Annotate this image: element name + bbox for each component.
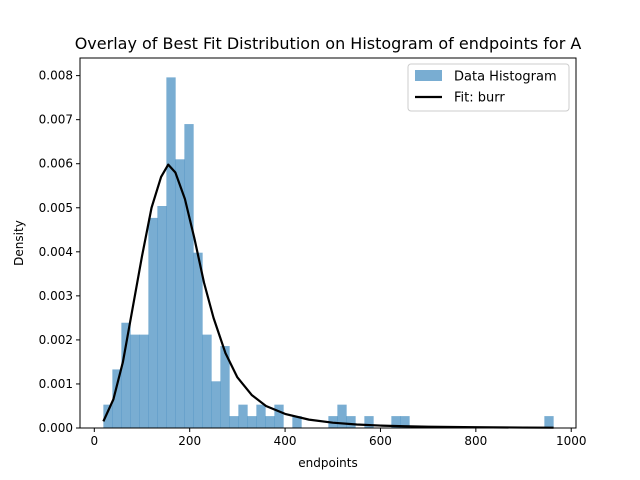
fit-curve — [102, 163, 554, 429]
histogram-bar — [346, 416, 356, 428]
histogram-bar — [292, 416, 302, 428]
y-tick-label: 0.006 — [39, 157, 73, 171]
histogram-bar — [166, 77, 176, 428]
histogram-bar — [202, 334, 212, 428]
plot-area — [102, 77, 554, 429]
histogram-bar — [337, 404, 347, 428]
histogram-bar — [211, 381, 221, 428]
x-axis-label: endpoints — [298, 456, 357, 470]
y-tick-label: 0.004 — [39, 245, 73, 259]
chart-title: Overlay of Best Fit Distribution on Hist… — [75, 34, 582, 53]
histogram-bar — [256, 404, 266, 428]
histogram-bar — [103, 404, 113, 428]
histogram-bar — [184, 124, 194, 428]
legend: Data Histogram Fit: burr — [407, 63, 570, 112]
y-axis: 0.000 0.001 0.002 0.003 0.004 0.005 0.006 0.007… — [39, 69, 80, 435]
histogram-bar — [364, 416, 374, 428]
legend-label-histogram: Data Histogram — [454, 70, 557, 85]
y-tick-label: 0.003 — [39, 289, 73, 303]
axes-frame — [79, 57, 577, 429]
legend-box — [407, 63, 570, 112]
y-tick-label: 0.002 — [39, 333, 73, 347]
histogram-bar — [400, 416, 410, 428]
x-axis: 0 200 400 600 800 1000 — [90, 428, 587, 448]
histogram-bar — [274, 404, 284, 428]
histogram-bar — [193, 252, 203, 428]
histogram-bar — [148, 217, 158, 428]
x-tick-label: 1000 — [556, 434, 587, 448]
y-tick-label: 0.005 — [39, 201, 73, 215]
legend-label-fit: Fit: burr — [454, 91, 505, 106]
histogram-bar — [229, 416, 239, 428]
y-tick-label: 0.001 — [39, 377, 73, 391]
histogram-bar — [220, 346, 230, 428]
histogram-bar — [139, 334, 149, 428]
histogram-bar — [130, 334, 140, 428]
y-axis-label: Density — [12, 220, 26, 266]
y-tick-label: 0.000 — [39, 421, 73, 435]
histogram-bar — [112, 369, 122, 428]
x-tick-label: 400 — [274, 434, 297, 448]
histogram-bar — [265, 416, 275, 428]
y-tick-label: 0.007 — [39, 113, 73, 127]
x-tick-label: 600 — [369, 434, 392, 448]
x-tick-label: 0 — [90, 434, 98, 448]
x-tick-label: 800 — [464, 434, 487, 448]
y-tick-label: 0.008 — [39, 69, 73, 83]
histogram-bar — [175, 159, 185, 428]
histogram-bar — [544, 416, 554, 428]
histogram-bar — [157, 206, 167, 428]
histogram-bar — [391, 416, 401, 428]
legend-histogram-swatch — [415, 70, 442, 81]
histogram-bar — [238, 404, 248, 428]
histogram-bar — [121, 322, 131, 428]
histogram-bar — [247, 416, 257, 428]
x-tick-label: 200 — [178, 434, 201, 448]
